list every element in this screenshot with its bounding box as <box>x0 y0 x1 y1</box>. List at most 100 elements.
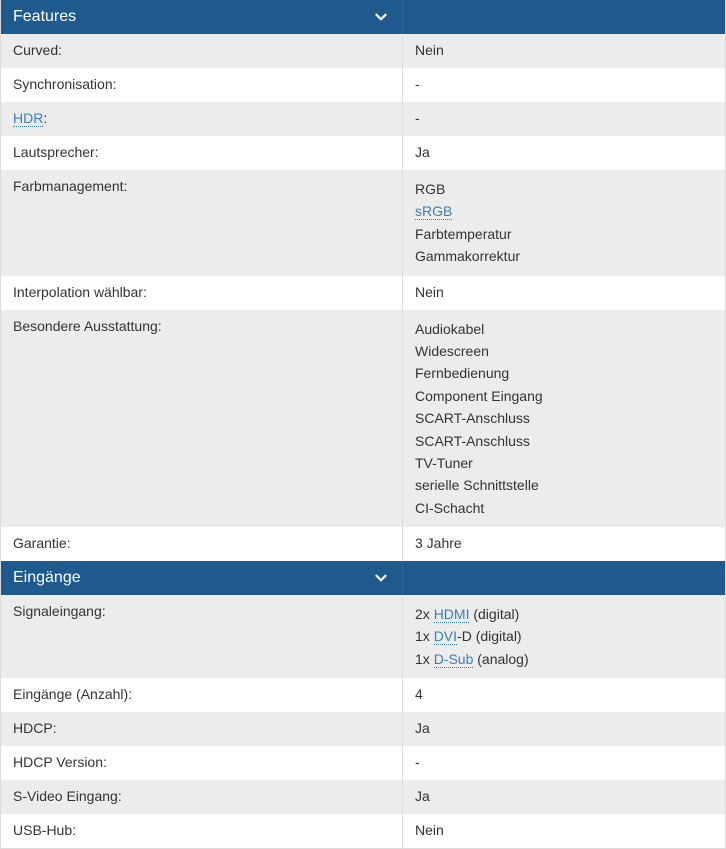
value-line: 1x D-Sub (analog) <box>415 648 713 670</box>
row-label: Lautsprecher: <box>1 136 403 170</box>
value-line: Farbtemperatur <box>415 223 713 245</box>
text: -D (digital) <box>457 628 522 644</box>
row-value: RGB sRGB Farbtemperatur Gammakorrektur <box>403 170 725 276</box>
text: - <box>415 754 420 770</box>
text: RGB <box>415 181 445 197</box>
row-label: Signaleingang: <box>1 595 403 678</box>
label-text: S-Video Eingang: <box>13 788 122 804</box>
row-value: 3 Jahre <box>403 527 725 561</box>
text: : <box>43 110 47 126</box>
section-header[interactable]: Features <box>1 0 725 34</box>
text: (analog) <box>473 651 528 667</box>
table-row: Signaleingang:2x HDMI (digital)1x DVI-D … <box>1 595 725 678</box>
row-label: HDCP: <box>1 712 403 746</box>
row-label: HDR: <box>1 102 403 136</box>
table-row: HDR:- <box>1 102 725 136</box>
text: (digital) <box>469 606 519 622</box>
text: 1x <box>415 628 434 644</box>
row-label: USB-Hub: <box>1 814 403 848</box>
row-value: 2x HDMI (digital)1x DVI-D (digital)1x D-… <box>403 595 725 678</box>
label-text: Eingänge (Anzahl): <box>13 686 132 702</box>
table-row: Garantie: 3 Jahre <box>1 527 725 561</box>
text: Ja <box>415 788 430 804</box>
glossary-link[interactable]: DVI <box>434 628 457 645</box>
label-text: Farbmanagement: <box>13 178 127 194</box>
text: Ja <box>415 144 430 160</box>
row-label: HDCP Version: <box>1 746 403 780</box>
text: Nein <box>415 284 444 300</box>
table-row: Lautsprecher: Ja <box>1 136 725 170</box>
text: Ja <box>415 720 430 736</box>
chevron-down-icon[interactable] <box>372 8 390 26</box>
glossary-link[interactable]: HDMI <box>434 606 470 623</box>
value-line: Fernbedienung <box>415 362 713 384</box>
section-header-left: Features <box>1 0 403 34</box>
row-label: Synchronisation: <box>1 68 403 102</box>
section-title: Features <box>13 8 76 26</box>
glossary-link[interactable]: sRGB <box>415 203 452 220</box>
value-line: Widescreen <box>415 340 713 362</box>
row-value: 4 <box>403 678 725 712</box>
text: 4 <box>415 686 423 702</box>
label-text: Garantie: <box>13 535 71 551</box>
label-text: Curved: <box>13 42 62 58</box>
value-line: Gammakorrektur <box>415 245 713 267</box>
row-value: Audiokabel Widescreen Fernbedienung Compone… <box>403 310 725 528</box>
section-title: Eingänge <box>13 569 81 587</box>
text: Fernbedienung <box>415 365 509 381</box>
table-row: Curved: Nein <box>1 34 725 68</box>
value-line: Audiokabel <box>415 318 713 340</box>
text: TV-Tuner <box>415 455 473 471</box>
text: Nein <box>415 42 444 58</box>
table-row: Interpolation wählbar: Nein <box>1 276 725 310</box>
text: serielle Schnittstelle <box>415 477 539 493</box>
label-text: Synchronisation: <box>13 76 117 92</box>
value-line: SCART-Anschluss <box>415 407 713 429</box>
row-label: Interpolation wählbar: <box>1 276 403 310</box>
glossary-link[interactable]: HDR <box>13 110 43 127</box>
label-text: Interpolation wählbar: <box>13 284 147 300</box>
value-line: CI-Schacht <box>415 497 713 519</box>
chevron-down-icon[interactable] <box>372 569 390 587</box>
value-line: 1x DVI-D (digital) <box>415 625 713 647</box>
row-value: Ja <box>403 136 725 170</box>
text: SCART-Anschluss <box>415 410 530 426</box>
row-value: - <box>403 102 725 136</box>
label-text: HDCP: <box>13 720 57 736</box>
text: Farbtemperatur <box>415 226 511 242</box>
row-value: Nein <box>403 34 725 68</box>
section-header[interactable]: Eingänge <box>1 561 725 595</box>
label-text: Besondere Ausstattung: <box>13 318 162 334</box>
text: - <box>415 76 420 92</box>
row-label: Curved: <box>1 34 403 68</box>
text: 1x <box>415 651 434 667</box>
label-text: Lautsprecher: <box>13 144 99 160</box>
value-line: SCART-Anschluss <box>415 430 713 452</box>
row-label: Eingänge (Anzahl): <box>1 678 403 712</box>
value-line: RGB <box>415 178 713 200</box>
table-row: USB-Hub: Nein <box>1 814 725 848</box>
row-value: - <box>403 746 725 780</box>
value-line: sRGB <box>415 200 713 222</box>
row-value: Ja <box>403 780 725 814</box>
text: Audiokabel <box>415 321 484 337</box>
row-value: Nein <box>403 814 725 848</box>
label-text: HDCP Version: <box>13 754 107 770</box>
table-row: HDCP Version: - <box>1 746 725 780</box>
text: - <box>415 110 420 126</box>
row-label: Garantie: <box>1 527 403 561</box>
value-line: TV-Tuner <box>415 452 713 474</box>
text: Gammakorrektur <box>415 248 520 264</box>
value-line: 2x HDMI (digital) <box>415 603 713 625</box>
table-row: HDCP: Ja <box>1 712 725 746</box>
row-value: Nein <box>403 276 725 310</box>
glossary-link[interactable]: D-Sub <box>434 651 474 668</box>
text: Nein <box>415 822 444 838</box>
label-text: USB-Hub: <box>13 822 76 838</box>
section-header-left: Eingänge <box>1 561 403 595</box>
text: Widescreen <box>415 343 489 359</box>
value-line: serielle Schnittstelle <box>415 474 713 496</box>
table-row: Synchronisation: - <box>1 68 725 102</box>
value-line: Component Eingang <box>415 385 713 407</box>
table-row: S-Video Eingang: Ja <box>1 780 725 814</box>
